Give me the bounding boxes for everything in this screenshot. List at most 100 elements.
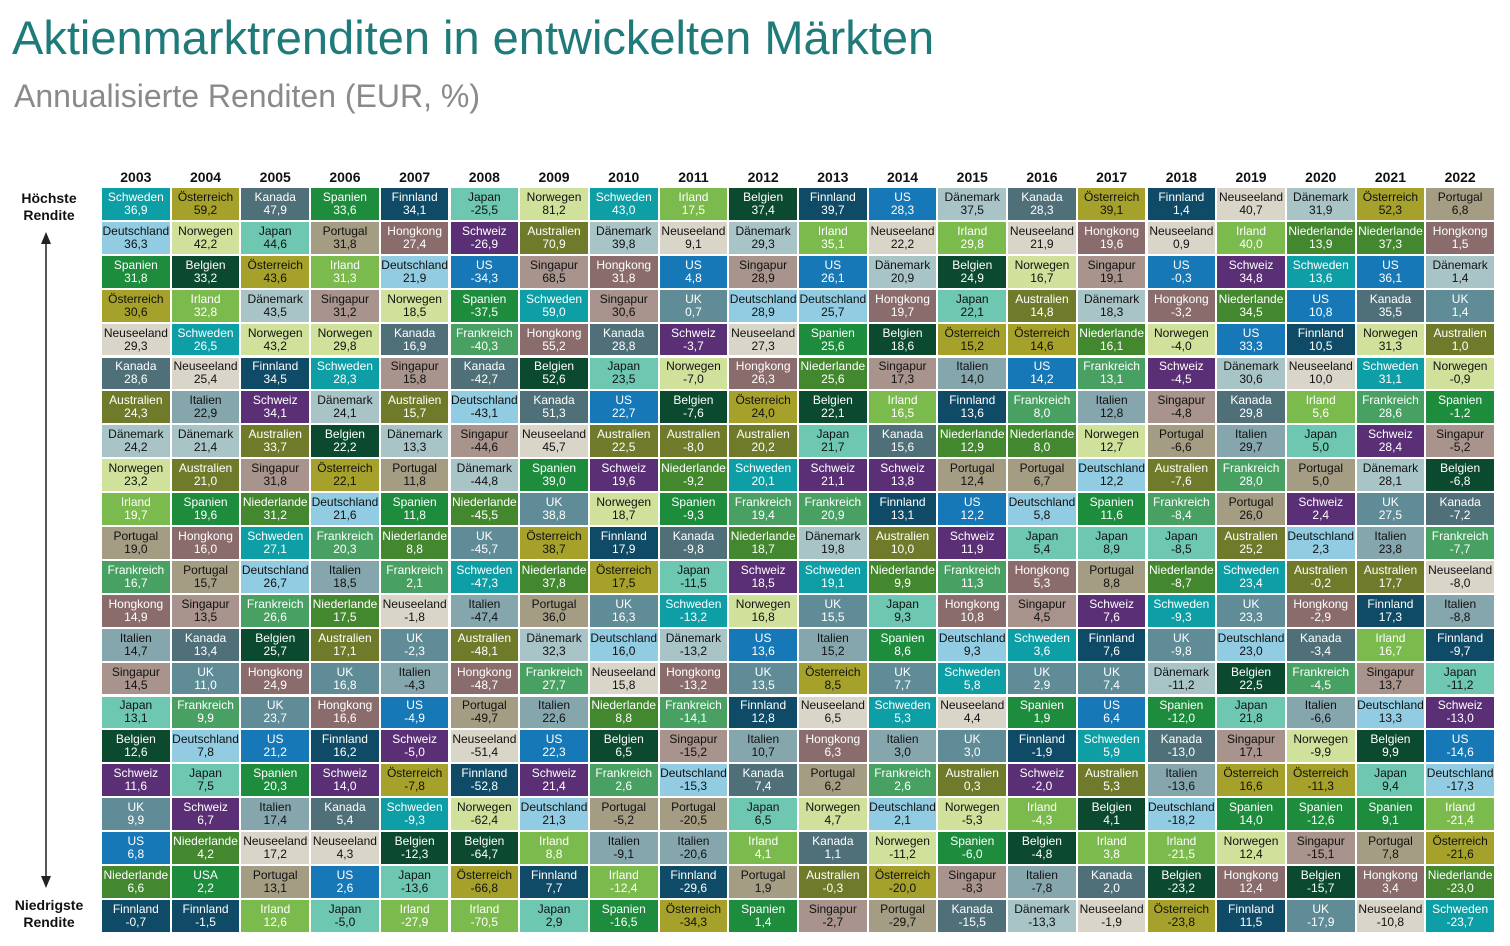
cell-2013-rank-22: Singapur -2,7	[798, 898, 868, 933]
cell-value: 45,7	[542, 440, 566, 455]
cell-value: 29,3	[124, 338, 148, 353]
cell-value: 12,2	[1099, 474, 1124, 489]
cell-2006-rank-1: Spanien 33,6	[310, 187, 380, 221]
cell-value: 39,8	[612, 236, 636, 251]
cell-2010-rank-1: Schweden 43,0	[588, 187, 659, 221]
cell-value: 16,0	[612, 643, 636, 658]
cell-2018-rank-11: Japan -8,5	[1146, 526, 1217, 560]
cell-value: 9,3	[963, 643, 981, 658]
cell-2012-rank-14: US 13,6	[728, 627, 798, 662]
cell-2004-rank-17: Deutschland 7,8	[170, 729, 241, 764]
cell-value: 17,3	[890, 372, 915, 387]
cell-country: Belgien	[464, 834, 505, 849]
cell-value: -1,9	[1101, 914, 1122, 929]
cell-country: Schweiz	[740, 562, 786, 577]
cell-value: 13,6	[751, 643, 775, 658]
cell-2018-rank-2: Neuseeland 0,9	[1146, 220, 1217, 255]
cell-country: Belgien	[882, 325, 923, 340]
cell-country: Finnland	[949, 393, 996, 408]
cell-country: Schweiz	[880, 461, 925, 476]
cell-country: US	[824, 257, 842, 272]
cell-country: Irland	[1096, 834, 1127, 849]
cell-value: 28,4	[1378, 440, 1403, 455]
cell-2003-rank-11: Portugal 19,0	[101, 526, 171, 560]
cell-country: Australien	[527, 223, 581, 238]
cell-2003-rank-3: Spanien 31,8	[101, 254, 171, 289]
cell-country: Australien	[1363, 562, 1418, 577]
cell-country: Schweiz	[1228, 257, 1274, 272]
cell-value: 19,6	[612, 474, 636, 489]
cell-value: 19,7	[124, 508, 148, 523]
cell-country: Dänemark	[456, 461, 513, 476]
cell-country: Irland	[678, 189, 709, 204]
cell-country: Frankreich	[386, 562, 443, 577]
cell-value: 13,1	[124, 711, 148, 726]
cell-2016-rank-18: Schweiz -2,0	[1007, 763, 1077, 798]
cell-country: Italien	[607, 834, 640, 849]
cell-country: Irland	[1445, 800, 1476, 815]
cell-value: 16,6	[333, 711, 357, 726]
cell-2003-rank-5: Neuseeland 29,3	[101, 322, 171, 357]
cell-2016-rank-14: Schweden 3,6	[1007, 627, 1077, 662]
cell-country: Niederlande	[1148, 562, 1214, 577]
cell-2012-rank-4: Deutschland 28,9	[728, 288, 798, 323]
cell-value: 1,5	[1451, 236, 1469, 251]
cell-value: 8,0	[1033, 406, 1051, 421]
cell-2022-rank-15: Japan -11,2	[1425, 661, 1495, 696]
cell-2014-rank-14: Spanien 8,6	[867, 627, 938, 662]
cell-value: -4,5	[1310, 677, 1332, 692]
cell-2018-rank-14: UK -9,8	[1146, 627, 1217, 662]
cell-2020-rank-7: Irland 5,6	[1285, 390, 1356, 425]
cell-2013-rank-3: US 26,1	[798, 254, 868, 289]
cell-country: Österreich	[665, 901, 722, 916]
cell-country: Niederlande	[242, 495, 308, 510]
cell-value: 11,6	[124, 779, 148, 794]
cell-2005-rank-18: Spanien 20,3	[240, 763, 311, 798]
cell-country: Schweiz	[183, 800, 228, 815]
cell-2016-rank-10: Deutschland 5,8	[1007, 492, 1077, 526]
cell-value: 21,0	[193, 474, 218, 489]
cell-country: Finnland	[321, 732, 368, 747]
cell-2015-rank-13: Hongkong 10,8	[937, 593, 1008, 628]
cell-2013-rank-15: Österreich 8,5	[798, 661, 868, 696]
cell-value: 29,8	[1239, 406, 1263, 421]
cell-country: US	[1451, 732, 1469, 747]
cell-value: -8,5	[1171, 541, 1192, 556]
cell-country: Niederlande	[1288, 223, 1354, 238]
cell-value: 13,8	[890, 474, 915, 489]
cell-2004-rank-22: Finnland -1,5	[170, 898, 241, 933]
cell-2021-rank-1: Österreich 52,3	[1355, 187, 1426, 221]
cell-2011-rank-9: Niederlande -9,2	[658, 458, 729, 493]
cell-2018-rank-19: Deutschland -18,2	[1146, 797, 1217, 832]
cell-2007-rank-8: Dänemark 13,3	[379, 424, 450, 459]
cell-value: 10,7	[751, 745, 775, 760]
side-label-bottom-line2: Rendite	[23, 914, 75, 930]
cell-2017-rank-17: Schweden 5,9	[1076, 729, 1147, 764]
cell-value: 8,8	[615, 711, 633, 726]
cell-value: 28,8	[612, 338, 636, 353]
cell-2008-rank-4: Spanien -37,5	[449, 288, 520, 323]
cell-country: Dänemark	[1223, 359, 1279, 374]
cell-2014-rank-21: Österreich -20,0	[867, 865, 938, 899]
cell-2009-rank-17: US 22,3	[519, 729, 589, 764]
cell-country: Japan	[607, 359, 641, 374]
cell-2021-rank-2: Niederlande 37,3	[1355, 220, 1426, 255]
cell-value: -2,3	[404, 643, 425, 658]
cell-country: Australien	[666, 427, 721, 442]
cell-country: Spanien	[532, 461, 577, 476]
cell-value: 30,6	[1239, 372, 1263, 387]
cell-value: 31,8	[333, 236, 357, 251]
cell-country: Irland	[469, 901, 500, 916]
cell-country: Deutschland	[938, 630, 1006, 645]
cell-country: Finnland	[182, 901, 229, 916]
cell-value: 14,5	[124, 677, 148, 692]
cell-2013-rank-8: Japan 21,7	[798, 424, 868, 459]
cell-value: -40,3	[470, 338, 499, 353]
cell-country: Österreich	[1432, 834, 1488, 849]
cell-value: 24,9	[263, 677, 287, 692]
cell-2016-rank-19: Irland -4,3	[1007, 797, 1077, 832]
cell-value: -47,3	[470, 575, 499, 590]
cell-country: Schweden	[1223, 562, 1280, 577]
cell-country: Österreich	[944, 325, 1000, 340]
cell-2017-rank-10: Spanien 11,6	[1076, 492, 1147, 526]
